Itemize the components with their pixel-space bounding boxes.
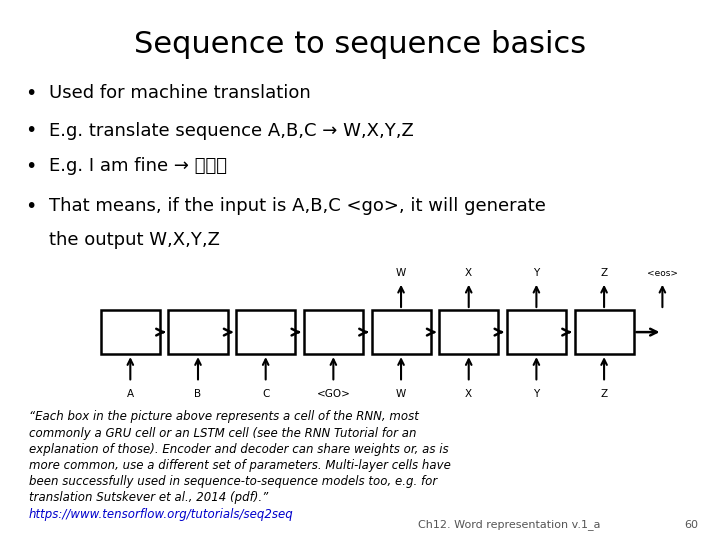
Bar (101, 310, 160, 354)
Text: X: X (465, 267, 472, 278)
Text: the output W,X,Y,Z: the output W,X,Y,Z (49, 231, 220, 248)
Bar (372, 310, 431, 354)
Bar (439, 310, 498, 354)
Text: <GO>: <GO> (316, 389, 351, 399)
Text: Z: Z (600, 267, 608, 278)
Text: commonly a GRU cell or an LSTM cell (see the RNN Tutorial for an: commonly a GRU cell or an LSTM cell (see… (29, 427, 416, 440)
Text: more common, use a different set of parameters. Multi-layer cells have: more common, use a different set of para… (29, 459, 451, 472)
Text: •: • (25, 157, 37, 176)
Text: explanation of those). Encoder and decoder can share weights or, as is: explanation of those). Encoder and decod… (29, 443, 449, 456)
Text: Used for machine translation: Used for machine translation (49, 84, 311, 102)
Bar (236, 310, 295, 354)
Text: Z: Z (600, 389, 608, 399)
Text: been successfully used in sequence-to-sequence models too, e.g. for: been successfully used in sequence-to-se… (29, 475, 437, 488)
Text: •: • (25, 197, 37, 216)
Bar (575, 310, 634, 354)
Text: Ch12. Word representation v.1_a: Ch12. Word representation v.1_a (418, 519, 600, 530)
Text: E.g. I am fine → 我很好: E.g. I am fine → 我很好 (49, 157, 227, 174)
Text: Y: Y (534, 389, 539, 399)
Text: 60: 60 (685, 520, 698, 530)
Text: C: C (262, 389, 269, 399)
Text: <eos>: <eos> (647, 268, 678, 278)
Bar (168, 310, 228, 354)
Text: https://www.tensorflow.org/tutorials/seq2seq: https://www.tensorflow.org/tutorials/seq… (29, 508, 294, 521)
Text: E.g. translate sequence A,B,C → W,X,Y,Z: E.g. translate sequence A,B,C → W,X,Y,Z (49, 122, 414, 139)
Text: •: • (25, 84, 37, 103)
Text: Sequence to sequence basics: Sequence to sequence basics (134, 30, 586, 59)
Text: X: X (465, 389, 472, 399)
Text: W: W (396, 267, 406, 278)
Bar (304, 310, 363, 354)
Text: translation Sutskever et al., 2014 (pdf).”: translation Sutskever et al., 2014 (pdf)… (29, 491, 268, 504)
Text: That means, if the input is A,B,C <go>, it will generate: That means, if the input is A,B,C <go>, … (49, 197, 546, 215)
Text: W: W (396, 389, 406, 399)
Text: Y: Y (534, 267, 539, 278)
Text: A: A (127, 389, 134, 399)
Text: B: B (194, 389, 202, 399)
Bar (507, 310, 566, 354)
Text: “Each box in the picture above represents a cell of the RNN, most: “Each box in the picture above represent… (29, 410, 418, 423)
Text: •: • (25, 122, 37, 140)
